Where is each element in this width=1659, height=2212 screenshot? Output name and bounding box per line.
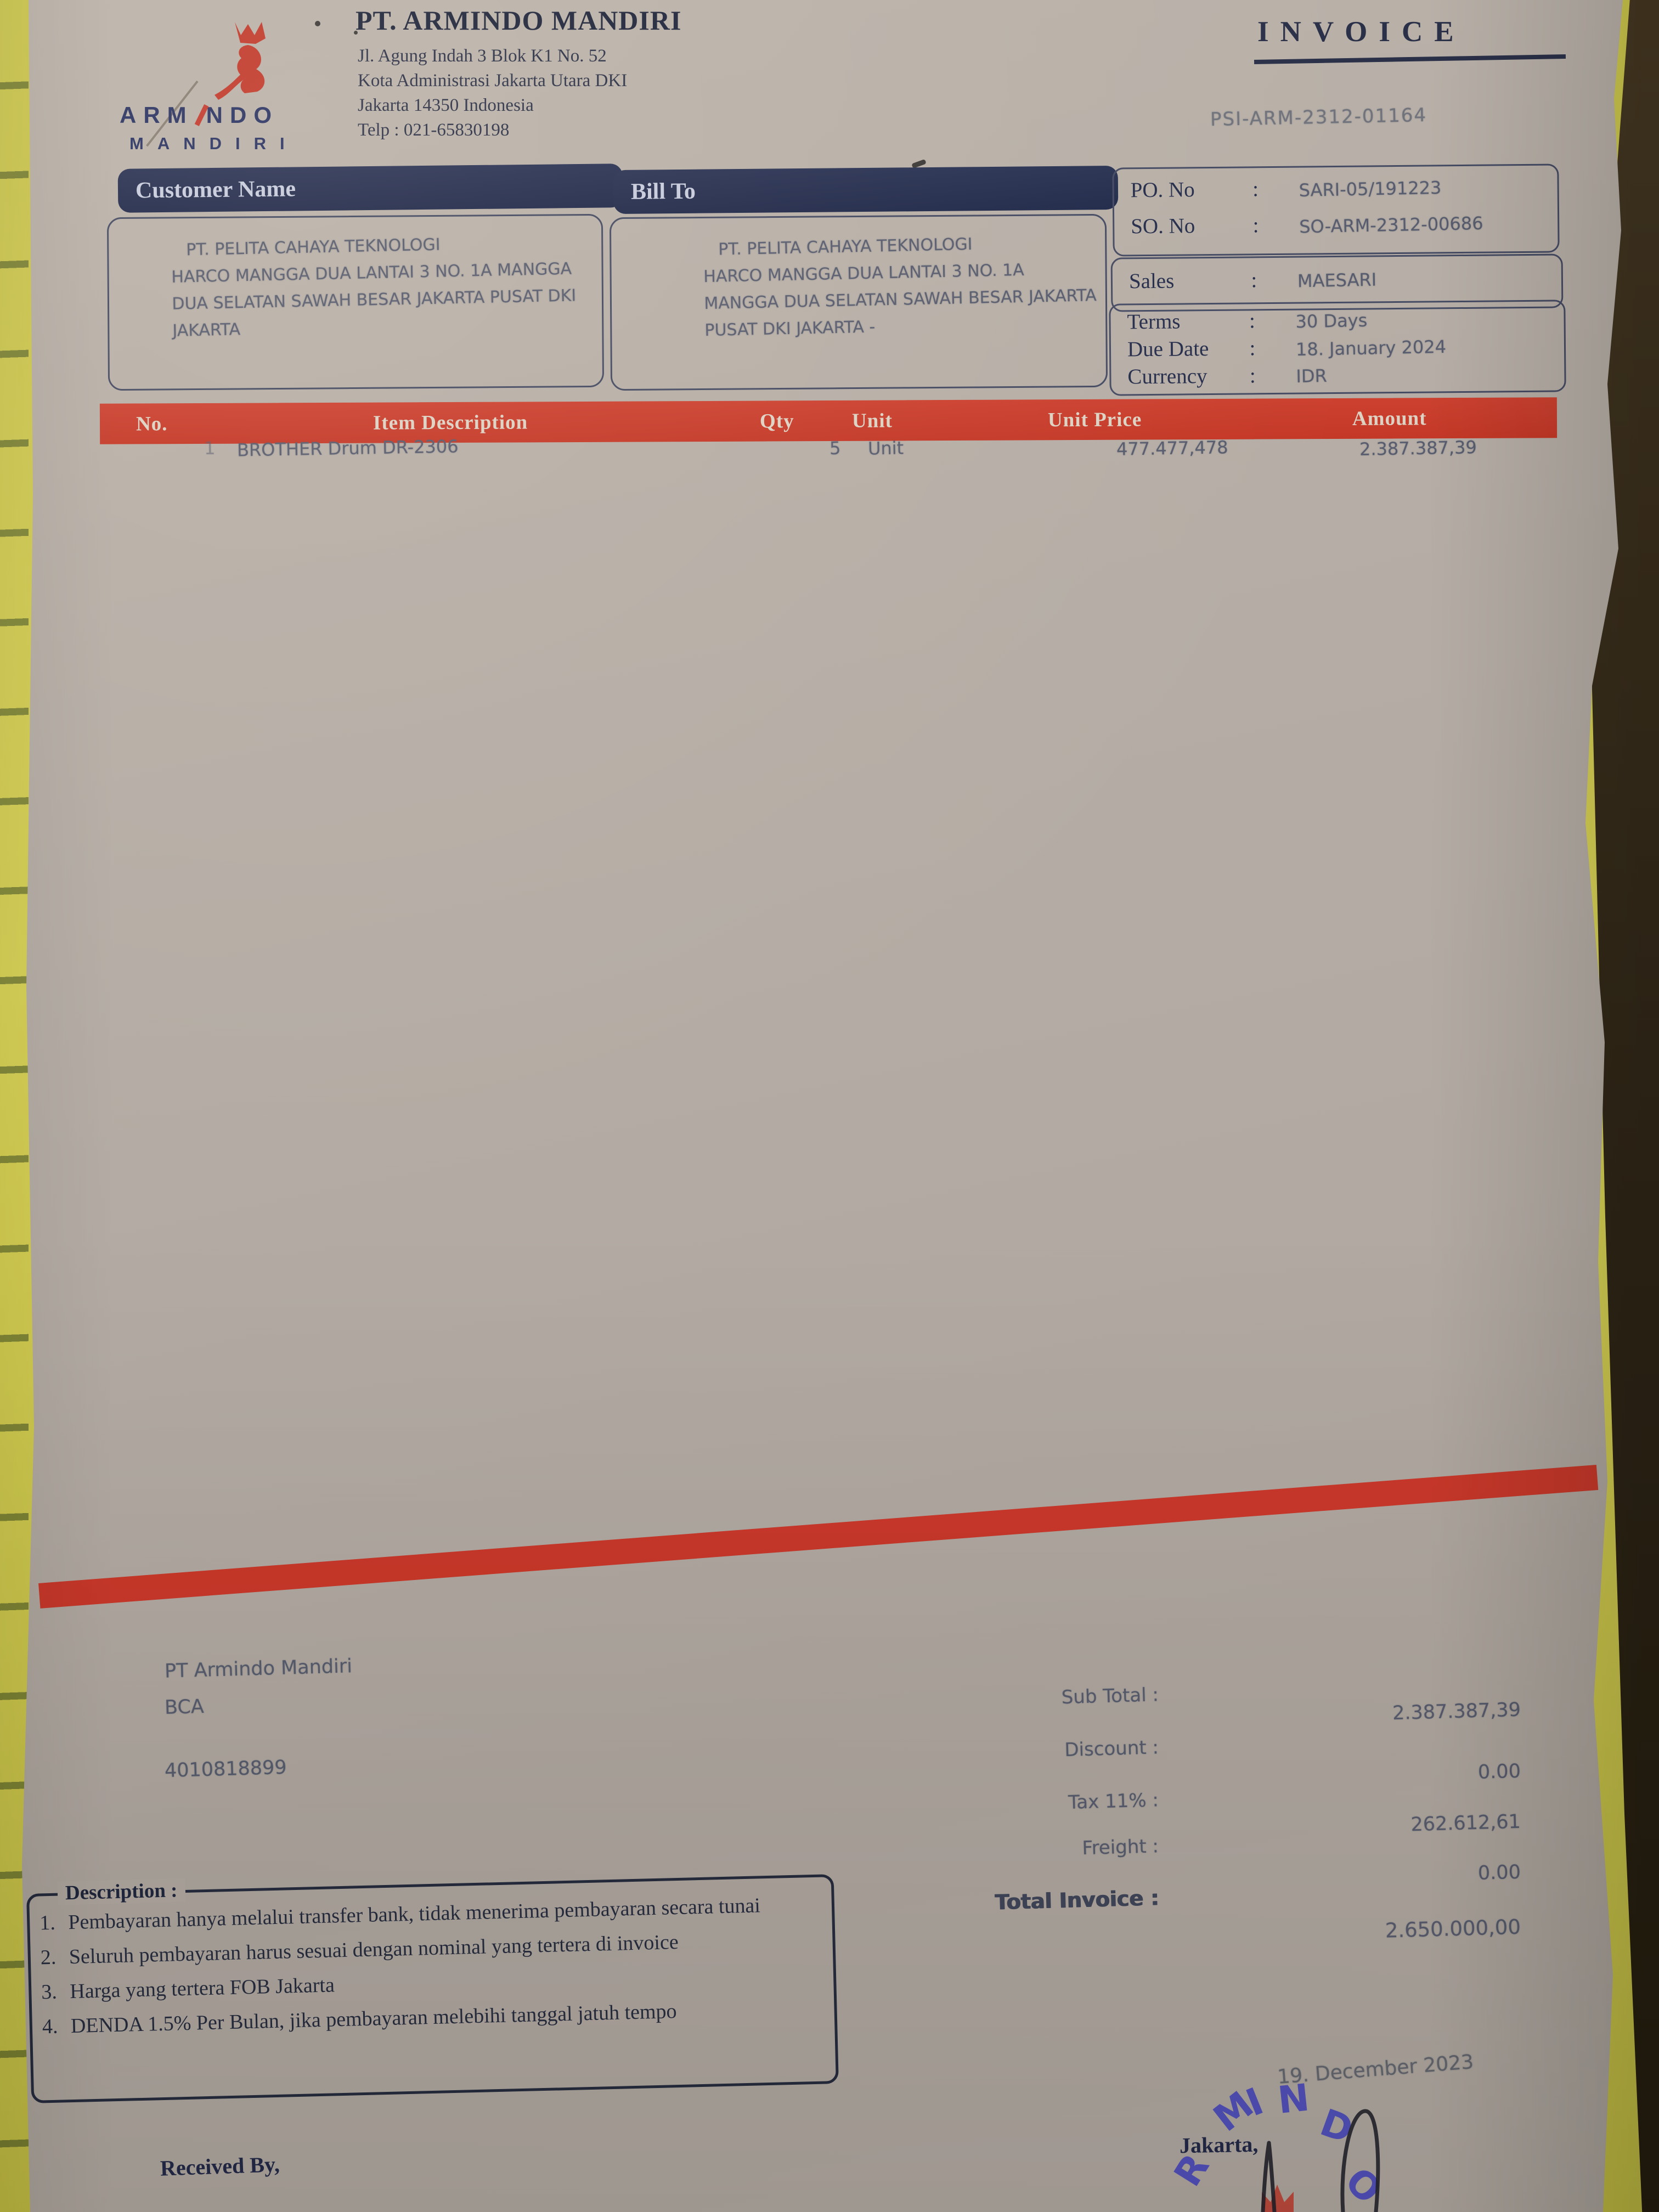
signature-icon [1261,2109,1380,2212]
terms-box: Terms : 30 Days Due Date : 18. January 2… [1109,300,1566,396]
row-unit-price: 477.477,478 [1116,437,1228,460]
discount-value: 0.00 [1477,1760,1521,1784]
sales-value: MAESARI [1297,269,1377,292]
row-amount: 2.387.387,39 [1359,437,1477,460]
company-logo-icon [215,22,266,100]
description-label: Description : [57,1878,185,1905]
discount-label: Discount : [1064,1736,1159,1762]
company-address-line: Kota Administrasi Jakarta Utara DKI [358,71,628,91]
company-stamp-icon: R M I N D O [1166,2076,1390,2212]
separator-bar [38,1464,1599,1609]
po-value: SARI-05/191223 [1299,177,1442,201]
currency-value: IDR [1295,365,1328,387]
bill-to-address-box: PT. PELITA CAHAYA TEKNOLOGI HARCO MANGGA… [609,213,1108,391]
colon: : [1251,268,1257,292]
colon: : [1252,213,1259,238]
col-item-description: Item Description [373,411,528,435]
row-item-description: BROTHER Drum DR-2306 [236,436,459,461]
due-date-value: 18. January 2024 [1295,336,1447,360]
stamp-letter: N [1276,2076,1312,2123]
crown-icon [235,22,266,44]
subtotal-value: 2.387.387,39 [1392,1699,1521,1725]
sales-label: Sales [1128,269,1175,294]
customer-address: PT. PELITA CAHAYA TEKNOLOGI HARCO MANGGA… [171,228,603,344]
currency-label: Currency [1127,364,1207,389]
stamp-crown-icon [1262,2185,1294,2212]
invoice-number: PSI-ARM-2312-01164 [1210,104,1427,131]
items-table-header: No. Item Description Qty Unit Unit Price… [99,397,1558,444]
row-no: 1 [204,437,216,459]
row-unit: Unit [867,437,904,459]
company-address-line: Jl. Agung Indah 3 Blok K1 No. 52 [358,46,607,66]
payment-account-number: 4010818899 [164,1756,287,1782]
received-by-label: Received By, [160,2152,280,2181]
po-label: PO. No [1130,178,1195,202]
company-address-line: Jakarta 14350 Indonesia [358,95,534,115]
item-number: 1. [39,1911,56,1935]
customer-name-header: Customer Name [117,163,623,213]
colon: : [1252,177,1259,201]
row-qty: 5 [829,437,841,459]
colon: : [1249,309,1256,333]
col-amount: Amount [1352,407,1427,430]
colon: : [1249,364,1256,388]
company-name: PT. ARMINDO MANDIRI [356,5,682,36]
bill-to-address: PT. PELITA CAHAYA TEKNOLOGI HARCO MANGGA… [703,228,1107,344]
freight-value: 0.00 [1477,1861,1521,1884]
total-invoice-value: 2.650.000,00 [1385,1915,1521,1943]
company-phone: Telp : 021-65830198 [358,120,510,140]
item-number: 4. [42,2015,58,2039]
customer-address-box: PT. PELITA CAHAYA TEKNOLOGI HARCO MANGGA… [106,213,605,391]
so-label: SO. No [1131,214,1195,239]
item-number: 3. [41,1980,58,2004]
terms-value: 30 Days [1295,309,1368,332]
col-no: No. [136,413,168,436]
logo-wordmark-line2: MANDIRI [129,134,298,153]
so-value: SO-ARM-2312-00686 [1299,212,1483,238]
po-so-box: PO. No : SARI-05/191223 SO. No : SO-ARM-… [1112,163,1560,257]
terms-label: Terms [1127,309,1181,334]
logo-wordmark-part2: NDO [206,102,279,128]
bill-to-header: Bill To [613,165,1119,215]
logo-wordmark: ARM NDO [120,102,279,128]
col-qty: Qty [759,410,794,433]
payment-account-name: PT Armindo Mandiri [164,1655,353,1683]
ink-speck [354,31,358,35]
invoice-title-underline [1254,54,1566,64]
stamp-letter: R [1166,2147,1218,2194]
col-unit-price: Unit Price [1047,408,1142,432]
freight-label: Freight : [1081,1835,1159,1860]
item-number: 2. [40,1945,57,1970]
subtotal-label: Sub Total : [1061,1684,1159,1709]
col-unit: Unit [851,409,893,432]
logo-wordmark-part1: ARM [120,102,194,128]
due-date-label: Due Date [1127,337,1209,362]
lion-tail-icon [215,74,246,100]
invoice-title: INVOICE [1257,16,1465,48]
tax-label: Tax 11% : [1068,1789,1159,1814]
description-box: Description : 1. Pembayaran hanya melalu… [26,1874,839,2103]
payment-bank-name: BCA [164,1696,205,1719]
total-invoice-label: Total Invoice : [994,1886,1159,1915]
ink-speck [315,21,320,26]
colon: : [1249,336,1256,360]
lion-body-icon [237,45,265,93]
tax-value: 262.612,61 [1410,1810,1521,1836]
description-list: 1. Pembayaran hanya melalui transfer ban… [40,1887,812,2044]
